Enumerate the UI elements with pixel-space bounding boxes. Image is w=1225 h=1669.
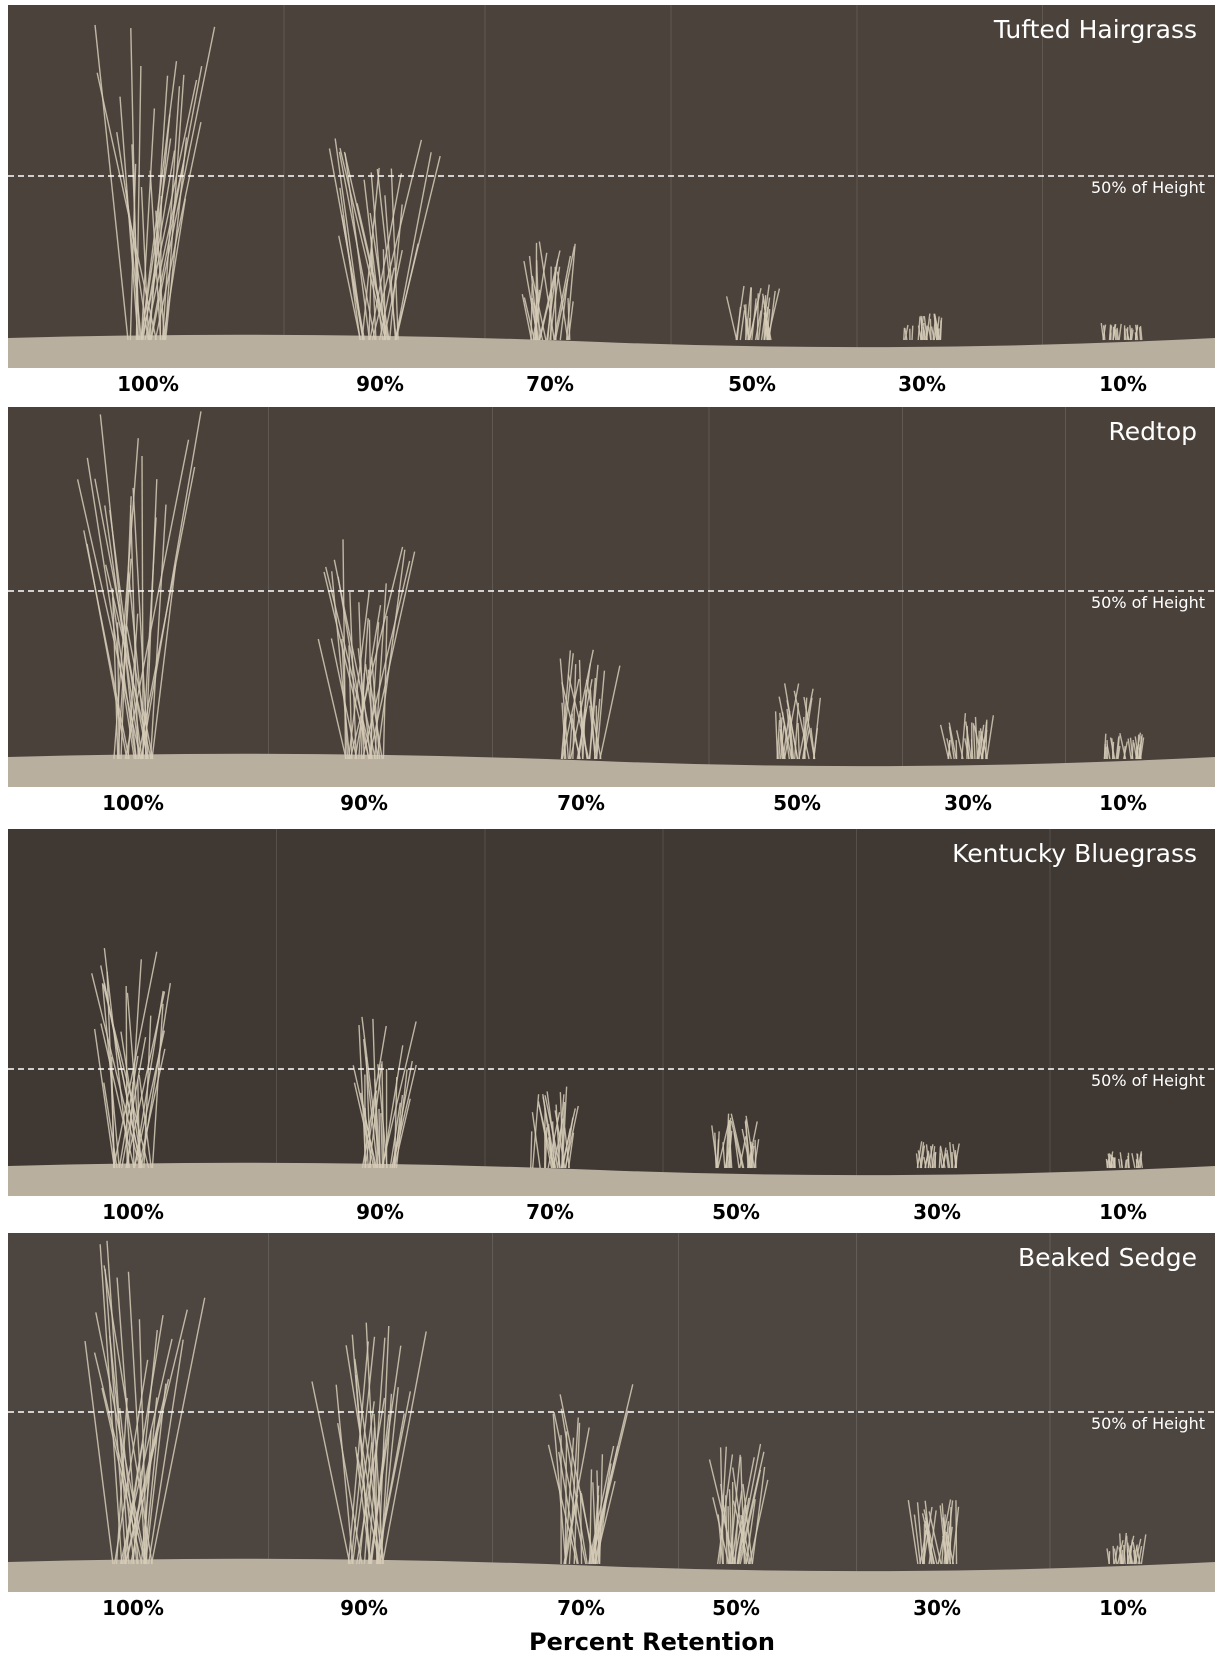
retention-label: 70% xyxy=(526,372,574,396)
axis-label: Percent Retention xyxy=(529,1628,775,1656)
retention-label: 70% xyxy=(526,1200,574,1224)
panel-title: Beaked Sedge xyxy=(1018,1243,1197,1272)
grass-blade xyxy=(912,326,913,340)
grass-blade xyxy=(755,1140,756,1168)
retention-label: 50% xyxy=(712,1200,760,1224)
photo-panel xyxy=(8,5,1215,368)
retention-label: 50% xyxy=(728,372,776,396)
retention-label: 90% xyxy=(340,791,388,815)
retention-label: 30% xyxy=(913,1200,961,1224)
grass-blade xyxy=(930,319,931,340)
retention-label: 10% xyxy=(1099,372,1147,396)
panel-title: Tufted Hairgrass xyxy=(993,15,1197,44)
reference-label: 50% of Height xyxy=(1091,1071,1205,1090)
grass-blade xyxy=(126,986,127,1168)
retention-label: 10% xyxy=(1099,1200,1147,1224)
grass-blade xyxy=(1106,1159,1107,1168)
figure: Percent Retention 50% of Height Tufted Ha… xyxy=(0,0,1225,1669)
grass-blade xyxy=(379,1109,380,1168)
reference-label: 50% of Height xyxy=(1091,1414,1205,1433)
retention-label: 90% xyxy=(340,1596,388,1620)
panel-title: Kentucky Bluegrass xyxy=(952,839,1197,868)
grass-blade xyxy=(1136,1159,1137,1168)
retention-label: 50% xyxy=(712,1596,760,1620)
grass-blade xyxy=(555,267,556,340)
retention-label: 100% xyxy=(117,372,179,396)
retention-label: 10% xyxy=(1099,1596,1147,1620)
retention-label: 70% xyxy=(557,791,605,815)
retention-label: 10% xyxy=(1099,791,1147,815)
retention-label: 50% xyxy=(773,791,821,815)
retention-label: 30% xyxy=(944,791,992,815)
photo-panel xyxy=(8,829,1215,1196)
grass-blade xyxy=(1140,327,1141,340)
retention-label: 90% xyxy=(356,372,404,396)
grass-blade xyxy=(1127,327,1128,340)
retention-label: 100% xyxy=(102,1596,164,1620)
retention-label: 90% xyxy=(356,1200,404,1224)
retention-label: 30% xyxy=(913,1596,961,1620)
reference-label: 50% of Height xyxy=(1091,593,1205,612)
reference-label: 50% of Height xyxy=(1091,178,1205,197)
grass-blade xyxy=(904,328,905,340)
grass-blade xyxy=(1113,742,1114,759)
grass-blade xyxy=(1113,1546,1114,1564)
retention-label: 100% xyxy=(102,791,164,815)
grass-blade xyxy=(1121,1159,1122,1168)
retention-label: 70% xyxy=(557,1596,605,1620)
grass-blade xyxy=(1120,1550,1121,1564)
retention-label: 30% xyxy=(898,372,946,396)
panel-title: Redtop xyxy=(1109,417,1197,446)
photo-panel xyxy=(8,407,1215,787)
retention-label: 100% xyxy=(102,1200,164,1224)
